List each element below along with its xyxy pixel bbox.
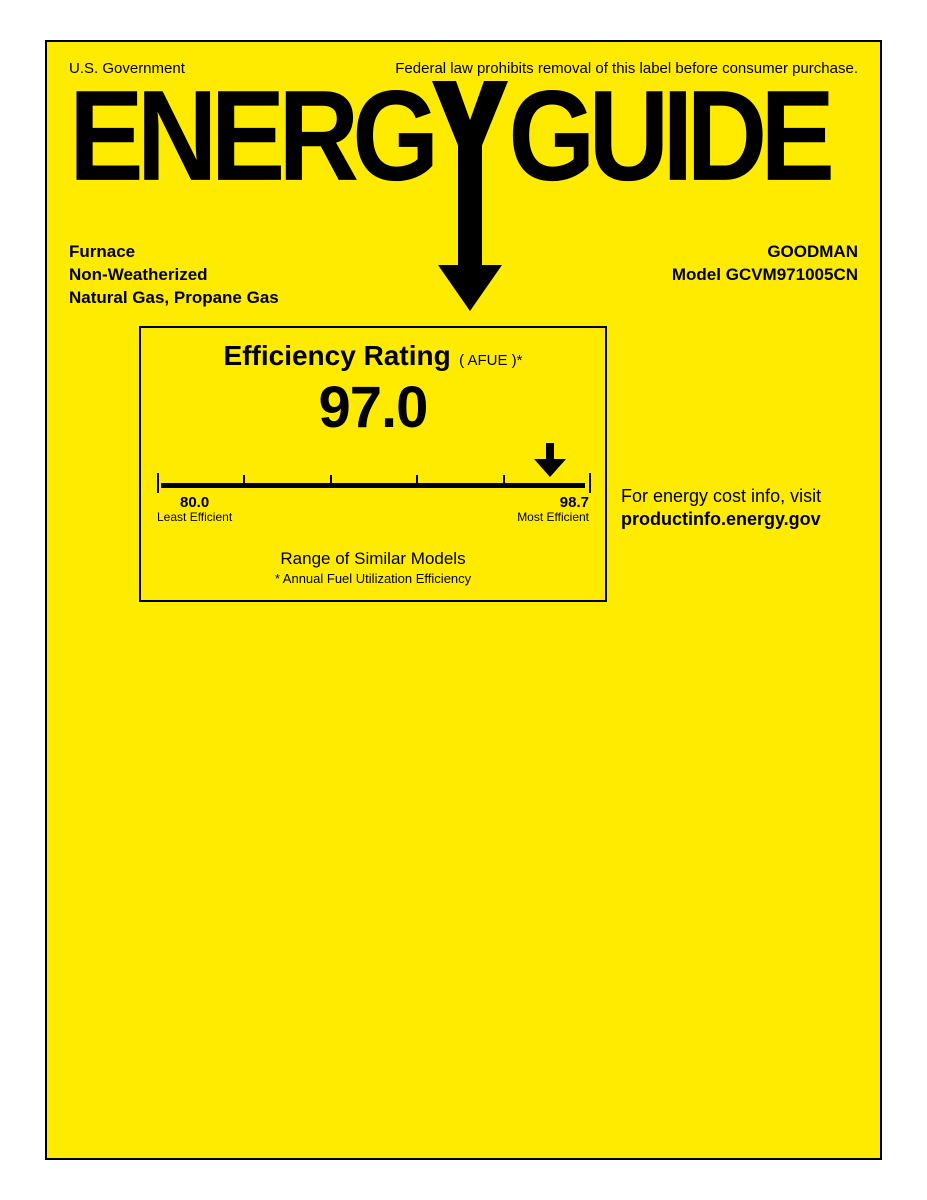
cost-info-line1: For energy cost info, visit [621,485,821,508]
cost-info-url: productinfo.energy.gov [621,508,821,531]
scale-max-sub: Most Efficient [517,511,589,524]
scale-tick [243,475,245,488]
range-caption: Range of Similar Models [157,549,589,569]
efficiency-rating-box: Efficiency Rating ( AFUE )* 97.0 80.0 Le… [139,326,607,602]
scale-tick [589,473,591,493]
rating-subtitle: ( AFUE )* [459,352,522,369]
product-left: Furnace Non-Weatherized Natural Gas, Pro… [69,241,279,310]
scale-tick [157,473,159,493]
product-model-line: Model GCVM971005CN [672,264,858,287]
product-weatherization: Non-Weatherized [69,264,279,287]
model-number: GCVM971005CN [726,265,858,284]
efficiency-scale: 80.0 Least Efficient 98.7 Most Efficient [157,447,589,525]
scale-max-value: 98.7 [517,495,589,512]
product-fuel: Natural Gas, Propane Gas [69,287,279,310]
logo-left: ENERG [69,81,432,190]
scale-min: 80.0 Least Efficient [157,495,232,525]
logo: ENERG GUIDE [69,81,858,211]
logo-y-arrow-icon [432,81,508,190]
model-prefix: Model [672,265,726,284]
rating-value: 97.0 [157,374,589,441]
rating-title: Efficiency Rating [224,340,451,371]
scale-labels: 80.0 Least Efficient 98.7 Most Efficient [157,495,589,525]
product-right: GOODMAN Model GCVM971005CN [672,241,858,310]
product-type: Furnace [69,241,279,264]
scale-line [161,483,585,488]
energy-cost-info: For energy cost info, visit productinfo.… [621,485,821,602]
content-row: Efficiency Rating ( AFUE )* 97.0 80.0 Le… [69,326,858,602]
scale-max: 98.7 Most Efficient [517,495,589,525]
pointer-arrow-icon [534,443,566,482]
scale-min-sub: Least Efficient [157,511,232,524]
product-brand: GOODMAN [672,241,858,264]
scale-tick [330,475,332,488]
range-note: * Annual Fuel Utilization Efficiency [157,571,589,586]
rating-header: Efficiency Rating ( AFUE )* [157,340,589,372]
scale-min-value: 80.0 [157,495,232,512]
scale-tick [416,475,418,488]
scale-tick [503,475,505,488]
logo-right: GUIDE [508,81,828,190]
energy-guide-label: U.S. Government Federal law prohibits re… [45,40,882,1160]
